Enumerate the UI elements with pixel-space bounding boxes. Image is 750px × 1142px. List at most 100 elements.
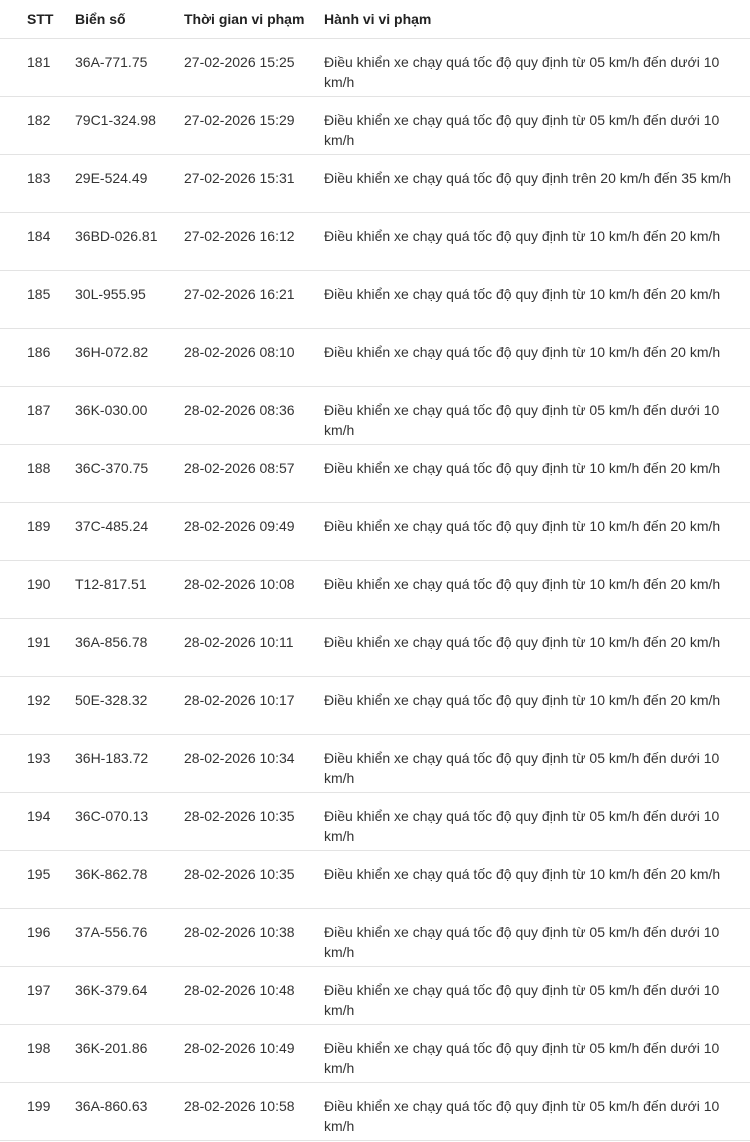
cell-violation: Điều khiển xe chạy quá tốc độ quy định t… (324, 212, 750, 271)
table-row: 195 36K-862.78 28-02-2026 10:35 Điều khiển … (0, 850, 750, 909)
cell-violation: Điều khiển xe chạy quá tốc độ quy định t… (324, 502, 750, 561)
cell-stt: 199 (0, 1082, 75, 1141)
cell-stt: 185 (0, 270, 75, 329)
cell-violation: Điều khiển xe chạy quá tốc độ quy định t… (324, 1024, 750, 1083)
cell-plate: 36BD-026.81 (75, 212, 184, 271)
cell-time: 27-02-2026 16:12 (184, 212, 324, 271)
cell-stt: 191 (0, 618, 75, 677)
cell-time: 28-02-2026 08:36 (184, 386, 324, 445)
cell-plate: 37A-556.76 (75, 908, 184, 967)
cell-plate: 36C-370.75 (75, 444, 184, 503)
cell-stt: 195 (0, 850, 75, 909)
cell-plate: 50E-328.32 (75, 676, 184, 735)
cell-plate: 29E-524.49 (75, 154, 184, 213)
cell-time: 28-02-2026 08:57 (184, 444, 324, 503)
cell-stt: 190 (0, 560, 75, 619)
cell-stt: 196 (0, 908, 75, 967)
cell-time: 27-02-2026 15:31 (184, 154, 324, 213)
cell-plate: 36K-030.00 (75, 386, 184, 445)
cell-violation: Điều khiển xe chạy quá tốc độ quy định t… (324, 96, 750, 155)
table-row: 184 36BD-026.81 27-02-2026 16:12 Điều khiển… (0, 212, 750, 271)
table-row: 182 79C1-324.98 27-02-2026 15:29 Điều khiển… (0, 96, 750, 155)
cell-time: 28-02-2026 10:35 (184, 792, 324, 851)
cell-violation: Điều khiển xe chạy quá tốc độ quy định t… (324, 618, 750, 677)
cell-stt: 183 (0, 154, 75, 213)
cell-plate: 36A-860.63 (75, 1082, 184, 1141)
cell-stt: 198 (0, 1024, 75, 1083)
cell-plate: 36C-070.13 (75, 792, 184, 851)
cell-time: 28-02-2026 10:08 (184, 560, 324, 619)
table-row: 190 T12-817.51 28-02-2026 10:08 Điều khiển … (0, 560, 750, 619)
cell-plate: 36H-072.82 (75, 328, 184, 387)
cell-time: 28-02-2026 10:34 (184, 734, 324, 793)
table-row: 186 36H-072.82 28-02-2026 08:10 Điều khiển … (0, 328, 750, 387)
cell-violation: Điều khiển xe chạy quá tốc độ quy định t… (324, 908, 750, 967)
cell-plate: T12-817.51 (75, 560, 184, 619)
header-plate: Biển số (75, 0, 184, 39)
cell-violation: Điều khiển xe chạy quá tốc độ quy định t… (324, 792, 750, 851)
cell-violation: Điều khiển xe chạy quá tốc độ quy định t… (324, 560, 750, 619)
table-header-row: STT Biển số Thời gian vi phạm Hành vi vi… (0, 0, 750, 39)
cell-time: 27-02-2026 15:25 (184, 38, 324, 97)
header-violation: Hành vi vi phạm (324, 0, 750, 39)
cell-plate: 36K-379.64 (75, 966, 184, 1025)
table-row: 188 36C-370.75 28-02-2026 08:57 Điều khiển … (0, 444, 750, 503)
cell-stt: 181 (0, 38, 75, 97)
table-row: 191 36A-856.78 28-02-2026 10:11 Điều khiển … (0, 618, 750, 677)
table-row: 181 36A-771.75 27-02-2026 15:25 Điều khiển … (0, 38, 750, 97)
cell-plate: 36A-771.75 (75, 38, 184, 97)
cell-violation: Điều khiển xe chạy quá tốc độ quy định t… (324, 154, 750, 213)
cell-violation: Điều khiển xe chạy quá tốc độ quy định t… (324, 328, 750, 387)
cell-time: 28-02-2026 10:58 (184, 1082, 324, 1141)
cell-violation: Điều khiển xe chạy quá tốc độ quy định t… (324, 734, 750, 793)
table-row: 198 36K-201.86 28-02-2026 10:49 Điều khiển … (0, 1024, 750, 1083)
cell-stt: 194 (0, 792, 75, 851)
cell-plate: 36H-183.72 (75, 734, 184, 793)
table-row: 185 30L-955.95 27-02-2026 16:21 Điều khiển … (0, 270, 750, 329)
table-row: 189 37C-485.24 28-02-2026 09:49 Điều khiển … (0, 502, 750, 561)
cell-plate: 79C1-324.98 (75, 96, 184, 155)
cell-stt: 186 (0, 328, 75, 387)
cell-plate: 36K-862.78 (75, 850, 184, 909)
cell-plate: 36K-201.86 (75, 1024, 184, 1083)
cell-time: 28-02-2026 10:48 (184, 966, 324, 1025)
table-row: 194 36C-070.13 28-02-2026 10:35 Điều khiển … (0, 792, 750, 851)
cell-time: 28-02-2026 10:17 (184, 676, 324, 735)
cell-violation: Điều khiển xe chạy quá tốc độ quy định t… (324, 444, 750, 503)
cell-stt: 184 (0, 212, 75, 271)
table-row: 192 50E-328.32 28-02-2026 10:17 Điều khiển … (0, 676, 750, 735)
cell-stt: 188 (0, 444, 75, 503)
cell-plate: 36A-856.78 (75, 618, 184, 677)
cell-stt: 197 (0, 966, 75, 1025)
cell-violation: Điều khiển xe chạy quá tốc độ quy định t… (324, 850, 750, 909)
cell-time: 28-02-2026 10:49 (184, 1024, 324, 1083)
table-row: 196 37A-556.76 28-02-2026 10:38 Điều khiển … (0, 908, 750, 967)
cell-stt: 187 (0, 386, 75, 445)
cell-violation: Điều khiển xe chạy quá tốc độ quy định t… (324, 270, 750, 329)
cell-violation: Điều khiển xe chạy quá tốc độ quy định t… (324, 38, 750, 97)
table-row: 183 29E-524.49 27-02-2026 15:31 Điều khiển … (0, 154, 750, 213)
cell-time: 28-02-2026 10:35 (184, 850, 324, 909)
cell-stt: 192 (0, 676, 75, 735)
cell-violation: Điều khiển xe chạy quá tốc độ quy định t… (324, 1082, 750, 1141)
cell-stt: 182 (0, 96, 75, 155)
cell-violation: Điều khiển xe chạy quá tốc độ quy định t… (324, 676, 750, 735)
table-row: 199 36A-860.63 28-02-2026 10:58 Điều khiển … (0, 1082, 750, 1141)
cell-stt: 193 (0, 734, 75, 793)
table-row: 197 36K-379.64 28-02-2026 10:48 Điều khiển … (0, 966, 750, 1025)
cell-violation: Điều khiển xe chạy quá tốc độ quy định t… (324, 386, 750, 445)
cell-stt: 189 (0, 502, 75, 561)
cell-time: 28-02-2026 08:10 (184, 328, 324, 387)
cell-plate: 37C-485.24 (75, 502, 184, 561)
table-row: 193 36H-183.72 28-02-2026 10:34 Điều khiển … (0, 734, 750, 793)
cell-time: 28-02-2026 09:49 (184, 502, 324, 561)
cell-time: 28-02-2026 10:11 (184, 618, 324, 677)
header-stt: STT (0, 0, 75, 39)
table-row: 187 36K-030.00 28-02-2026 08:36 Điều khiển … (0, 386, 750, 445)
cell-time: 28-02-2026 10:38 (184, 908, 324, 967)
cell-time: 27-02-2026 16:21 (184, 270, 324, 329)
cell-plate: 30L-955.95 (75, 270, 184, 329)
header-time: Thời gian vi phạm (184, 0, 324, 39)
cell-violation: Điều khiển xe chạy quá tốc độ quy định t… (324, 966, 750, 1025)
